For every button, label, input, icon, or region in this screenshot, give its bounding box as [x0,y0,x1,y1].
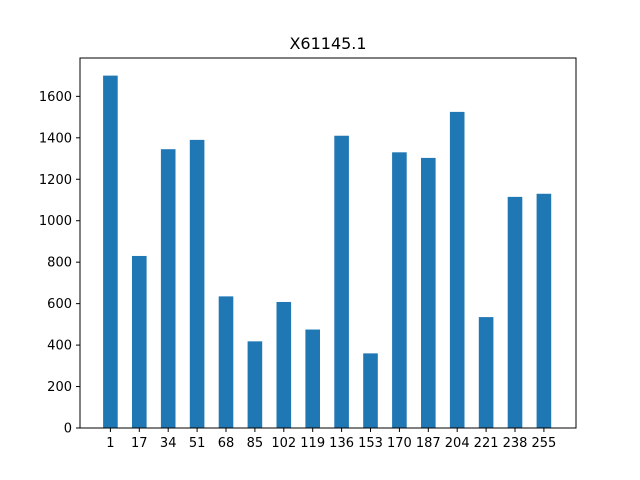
bar-136 [334,135,349,429]
bar-102 [276,301,292,428]
y-tick-label: 400 [47,339,72,354]
x-axis: 1 17 34 51 68 85 102 119 136 153 170 187 204 221 238 25… [106,428,556,451]
x-tick-label: 238 [503,436,528,451]
x-tick-label: 1 [106,436,114,451]
x-tick-label: 102 [271,436,296,451]
bar-51 [189,139,205,428]
x-tick-label: 153 [358,436,383,451]
bar-153 [363,353,378,428]
bar-238 [507,196,523,428]
bar-85 [247,341,263,428]
y-tick-label: 1000 [39,214,72,229]
x-tick-label: 136 [329,436,354,451]
y-tick-label: 0 [64,422,72,437]
x-tick-label: 221 [474,436,499,451]
plot-frame [79,57,577,429]
x-tick-label: 85 [247,436,264,451]
bar-119 [305,329,320,428]
bar-221 [478,317,494,428]
y-tick-label: 200 [47,380,72,395]
bar-255 [536,193,552,428]
x-tick-label: 204 [445,436,470,451]
x-tick-label: 51 [189,436,206,451]
x-tick-label: 187 [416,436,441,451]
bar-34 [160,149,176,429]
x-tick-label: 68 [218,436,235,451]
y-axis: 0 200 400 600 800 1000 1200 1400 1600 [39,90,80,437]
x-tick-label: 34 [160,436,177,451]
bar-1 [103,75,118,428]
y-tick-label: 1600 [39,90,72,105]
x-tick-label: 170 [387,436,412,451]
bars [103,75,552,429]
bar-187 [421,157,436,428]
y-tick-label: 600 [47,297,72,312]
bar-170 [392,152,407,428]
bar-17 [132,255,147,428]
x-tick-label: 17 [131,436,148,451]
x-tick-label: 119 [300,436,325,451]
y-tick-label: 1200 [39,173,72,188]
bar-68 [218,296,234,428]
chart-title: X61145.1 [289,34,366,53]
y-tick-label: 1400 [39,131,72,146]
x-tick-label: 255 [531,436,556,451]
bar-204 [449,111,465,428]
y-tick-label: 800 [47,256,72,271]
